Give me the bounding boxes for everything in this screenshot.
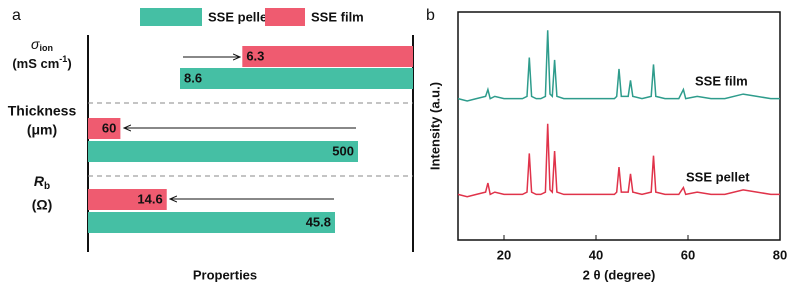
group-label: (mS cm-1) (12, 54, 71, 71)
panel-label: a (12, 7, 21, 24)
xrd-line (457, 30, 780, 102)
group-label: Rb (34, 173, 50, 192)
value-label: 14.6 (137, 191, 162, 206)
group-label: σion (31, 36, 53, 54)
series-label: SSE pellet (686, 169, 750, 184)
legend-swatch (140, 8, 202, 26)
legend-label: SSE film (311, 9, 364, 24)
value-label: 60 (102, 120, 116, 135)
xrd-line (457, 123, 780, 198)
bar (88, 118, 121, 139)
bar (88, 212, 335, 233)
x-axis-label: 2 θ (degree) (583, 267, 656, 282)
bar (88, 141, 358, 162)
y-axis-label: Intensity (a.u.) (427, 82, 442, 170)
x-tick-label: 80 (773, 247, 787, 262)
panel-label: b (426, 7, 435, 24)
bar (180, 68, 413, 89)
x-tick-label: 20 (497, 247, 511, 262)
x-axis-label: Properties (193, 267, 257, 282)
series-label: SSE film (695, 73, 748, 88)
legend-label: SSE pellet (208, 9, 272, 24)
value-label: 6.3 (246, 48, 264, 63)
bar (88, 189, 167, 210)
group-label: (Ω) (32, 197, 53, 213)
x-tick-label: 40 (589, 247, 603, 262)
value-label: 45.8 (306, 214, 331, 229)
value-label: 500 (332, 143, 354, 158)
group-label: (μm) (27, 122, 57, 138)
plot-frame (457, 11, 781, 241)
group-label: Thickness (8, 103, 77, 119)
bar (242, 46, 413, 67)
value-label: 8.6 (184, 70, 202, 85)
legend-swatch (265, 8, 305, 26)
x-tick-label: 60 (681, 247, 695, 262)
